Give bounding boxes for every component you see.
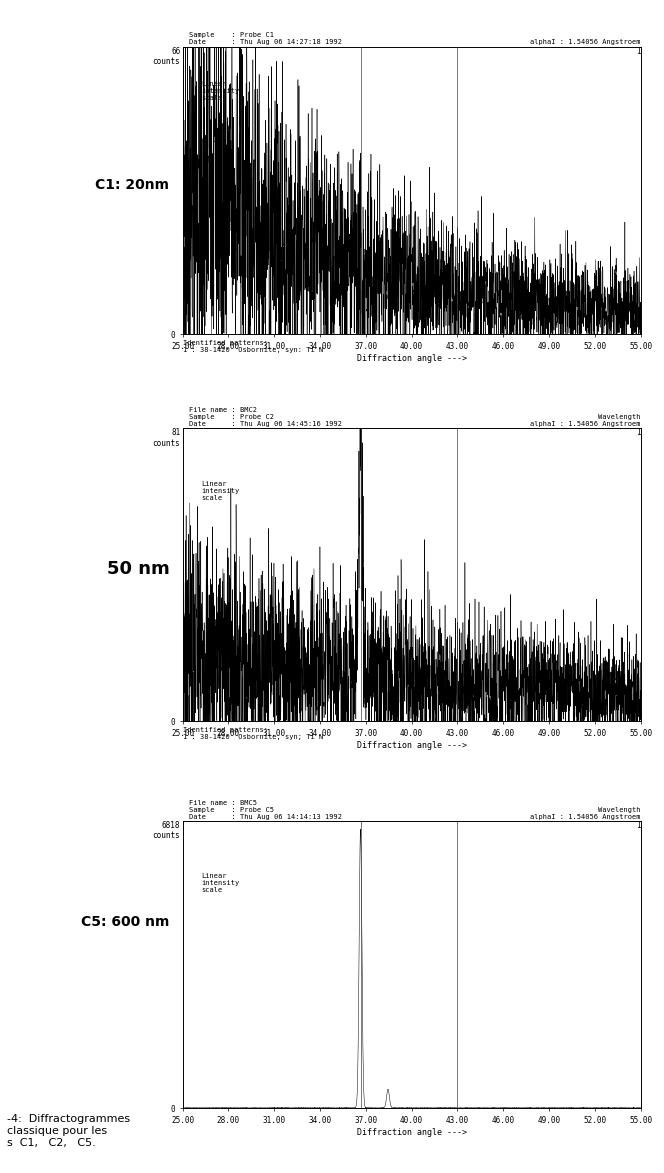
Text: File name : BMC5
Sample    : Probe C5
Date      : Thu Aug 06 14:14:13 1992: File name : BMC5 Sample : Probe C5 Date … bbox=[189, 800, 342, 820]
Text: Linear
intensity
scale: Linear intensity scale bbox=[201, 81, 239, 101]
Text: 66
counts: 66 counts bbox=[153, 47, 181, 67]
Text: Linear
intensity
scale: Linear intensity scale bbox=[201, 481, 239, 501]
Text: Wavelength
alphaI : 1.54056 Angstroem: Wavelength alphaI : 1.54056 Angstroem bbox=[531, 414, 641, 427]
Text: File name : BMC2
Sample    : Probe C2
Date      : Thu Aug 06 14:45:16 1992: File name : BMC2 Sample : Probe C2 Date … bbox=[189, 407, 342, 427]
Text: alphaI : 1.54056 Angstroem: alphaI : 1.54056 Angstroem bbox=[531, 39, 641, 45]
X-axis label: Diffraction angle --->: Diffraction angle ---> bbox=[357, 1128, 467, 1137]
Text: Wavelength
alphaI : 1.54056 Angstroem: Wavelength alphaI : 1.54056 Angstroem bbox=[531, 807, 641, 820]
Text: 1: 1 bbox=[636, 47, 641, 56]
Text: 6818
counts: 6818 counts bbox=[153, 821, 181, 841]
Text: Sample    : Probe C1
Date      : Thu Aug 06 14:27:18 1992: Sample : Probe C1 Date : Thu Aug 06 14:2… bbox=[189, 32, 342, 45]
X-axis label: Diffraction angle --->: Diffraction angle ---> bbox=[357, 354, 467, 362]
Text: -4:  Diffractogrammes
classique pour les
s  C1,   C2,   C5.: -4: Diffractogrammes classique pour les … bbox=[7, 1114, 129, 1147]
X-axis label: Diffraction angle --->: Diffraction angle ---> bbox=[357, 741, 467, 750]
Text: 1: 1 bbox=[636, 428, 641, 438]
Text: C5: 600 nm: C5: 600 nm bbox=[81, 915, 169, 929]
Text: 50 nm: 50 nm bbox=[106, 560, 169, 578]
Text: Linear
intensity
scale: Linear intensity scale bbox=[201, 873, 239, 893]
Text: Identified patterns:
1 : 38-1420  Osbornite, syn: Ti N: Identified patterns: 1 : 38-1420 Osborni… bbox=[183, 340, 323, 353]
Text: Identified patterns:
1 : 38-1420  Osbornite, syn; Ti N: Identified patterns: 1 : 38-1420 Osborni… bbox=[183, 727, 323, 740]
Text: 1: 1 bbox=[636, 821, 641, 830]
Text: C1: 20nm: C1: 20nm bbox=[96, 178, 169, 192]
Text: 81
counts: 81 counts bbox=[153, 428, 181, 448]
